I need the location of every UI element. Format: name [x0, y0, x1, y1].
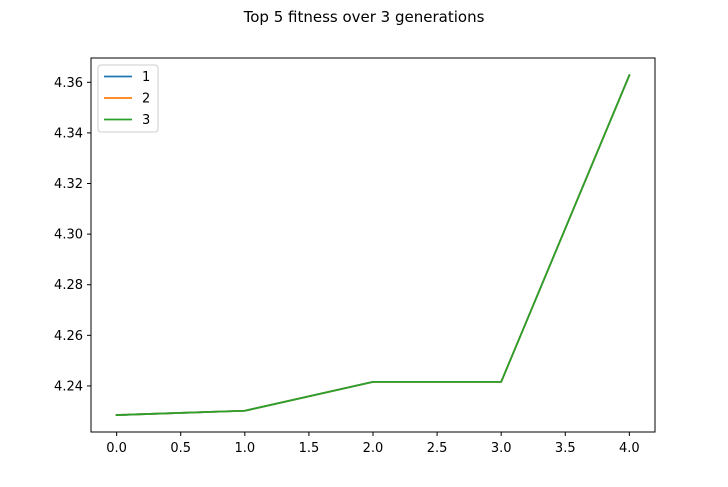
- series-layer: [115, 74, 631, 416]
- x-tick-label: 2.5: [427, 441, 448, 456]
- x-tick-label: 4.0: [619, 441, 640, 456]
- x-tick-label: 3.0: [491, 441, 512, 456]
- legend-label-2: 2: [142, 92, 150, 107]
- chart-title: Top 5 fitness over 3 generations: [243, 8, 485, 26]
- x-axis: 0.0 0.5 1.0 1.5 2.0 2.5 3.0 3.5 4.0: [106, 432, 640, 456]
- legend-label-1: 1: [142, 70, 150, 85]
- series-line-2: [115, 74, 631, 416]
- legend-label-3: 3: [142, 113, 150, 128]
- y-tick-label: 4.34: [54, 126, 83, 141]
- x-tick-label: 1.5: [299, 441, 320, 456]
- series-line-1: [115, 74, 631, 416]
- y-tick-label: 4.32: [54, 177, 83, 192]
- legend: 1 2 3: [97, 64, 159, 133]
- y-tick-label: 4.24: [54, 379, 83, 394]
- y-axis: 4.24 4.26 4.28 4.30 4.32 4.34 4.36: [54, 76, 91, 394]
- y-tick-label: 4.36: [54, 76, 83, 91]
- y-tick-label: 4.30: [54, 228, 83, 243]
- series-line-3: [115, 74, 631, 416]
- x-tick-label: 2.0: [363, 441, 384, 456]
- plot-area-frame: [90, 57, 656, 433]
- x-tick-label: 0.0: [106, 441, 127, 456]
- x-tick-label: 1.0: [234, 441, 255, 456]
- x-tick-label: 3.5: [555, 441, 576, 456]
- x-tick-label: 0.5: [170, 441, 191, 456]
- y-tick-label: 4.28: [54, 278, 83, 293]
- y-tick-label: 4.26: [54, 329, 83, 344]
